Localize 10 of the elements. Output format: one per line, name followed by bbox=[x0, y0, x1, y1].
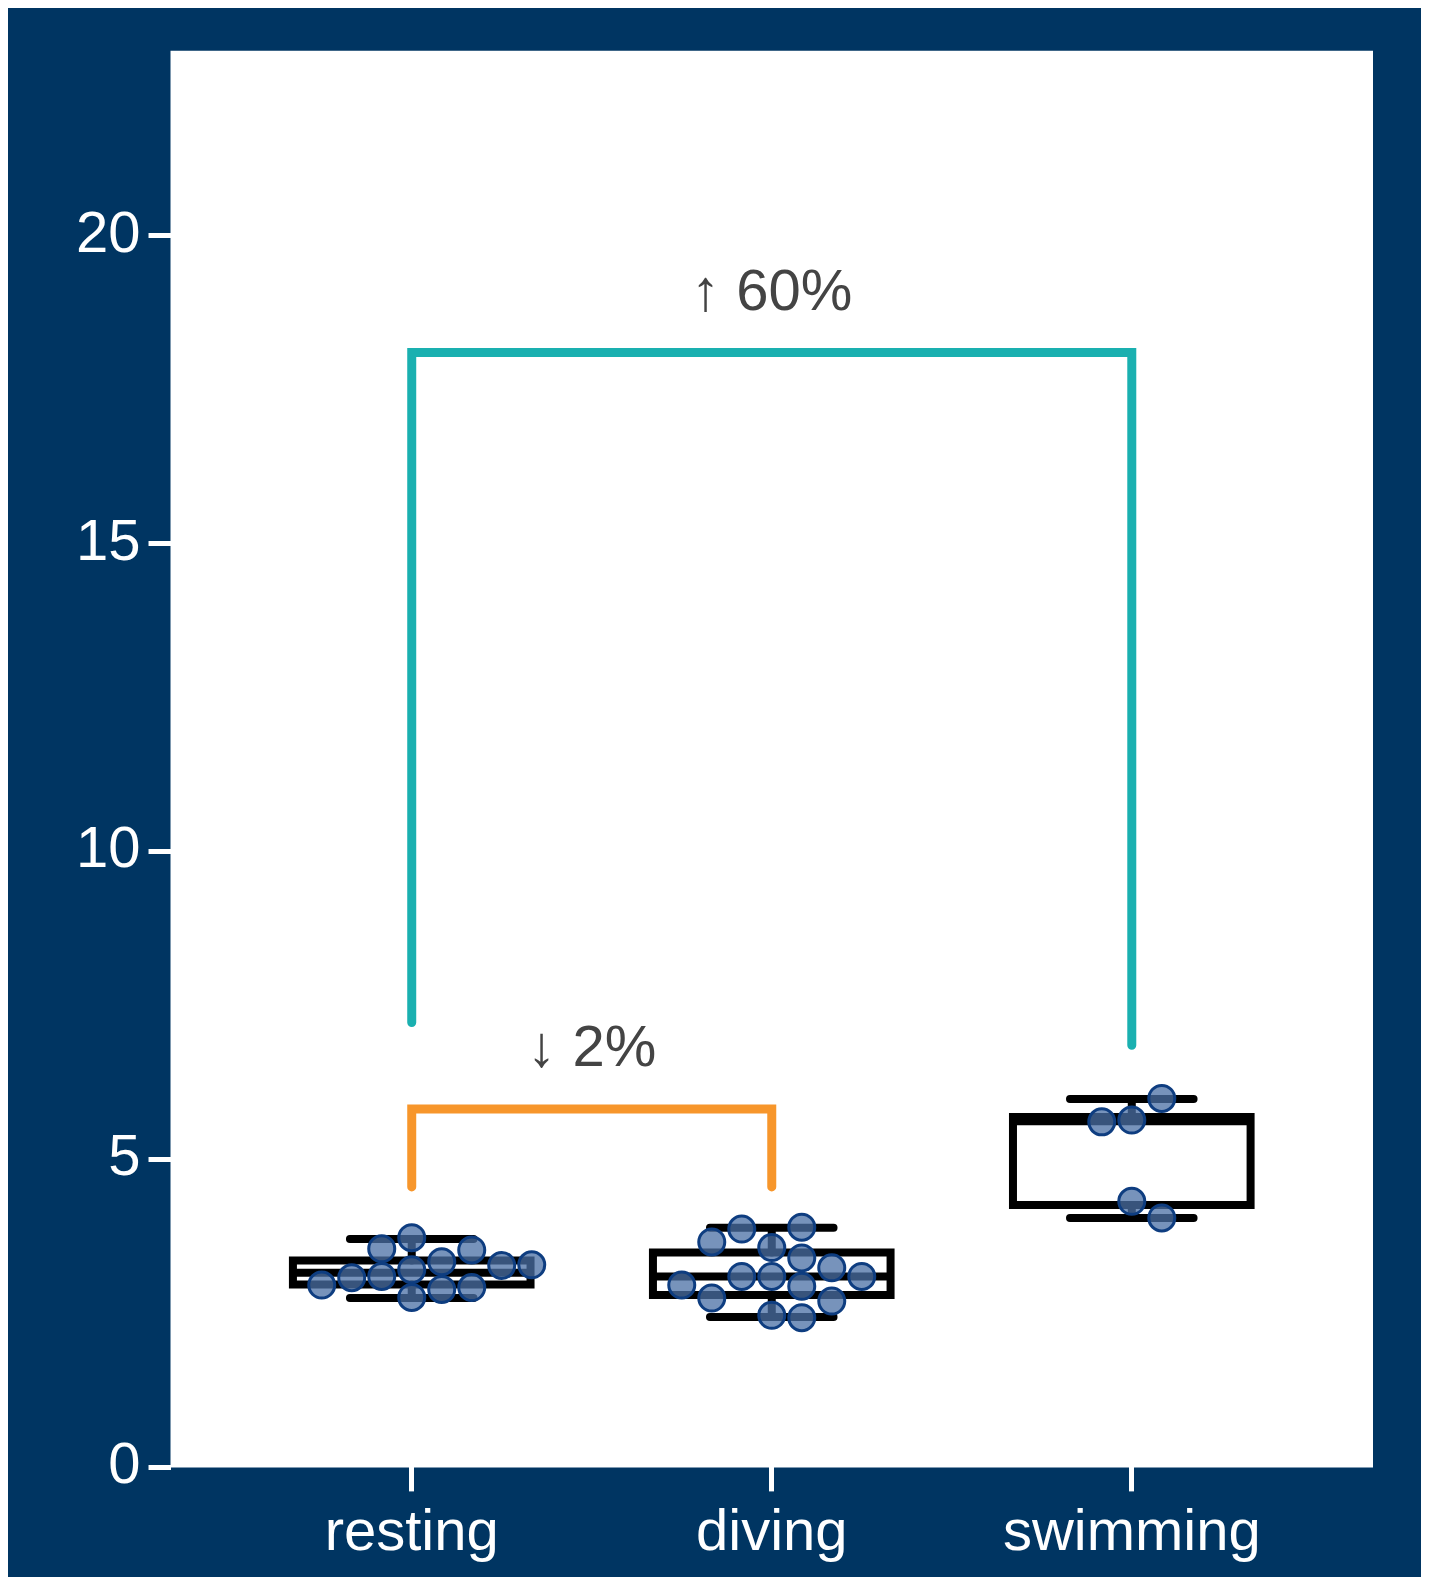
x-tick-label: swimming bbox=[1002, 1497, 1261, 1563]
y-tick-label: 5 bbox=[108, 1122, 141, 1188]
x-tick-label: diving bbox=[695, 1497, 848, 1563]
y-tick-label: 0 bbox=[108, 1430, 141, 1496]
y-tick-label: 15 bbox=[76, 506, 141, 572]
annotation: ↑ 60% bbox=[691, 256, 853, 322]
y-tick-label: 10 bbox=[76, 814, 141, 880]
x-tick-label: resting bbox=[324, 1497, 499, 1563]
annotation: ↓ 2% bbox=[527, 1013, 657, 1078]
y-tick-label: 20 bbox=[76, 198, 141, 264]
